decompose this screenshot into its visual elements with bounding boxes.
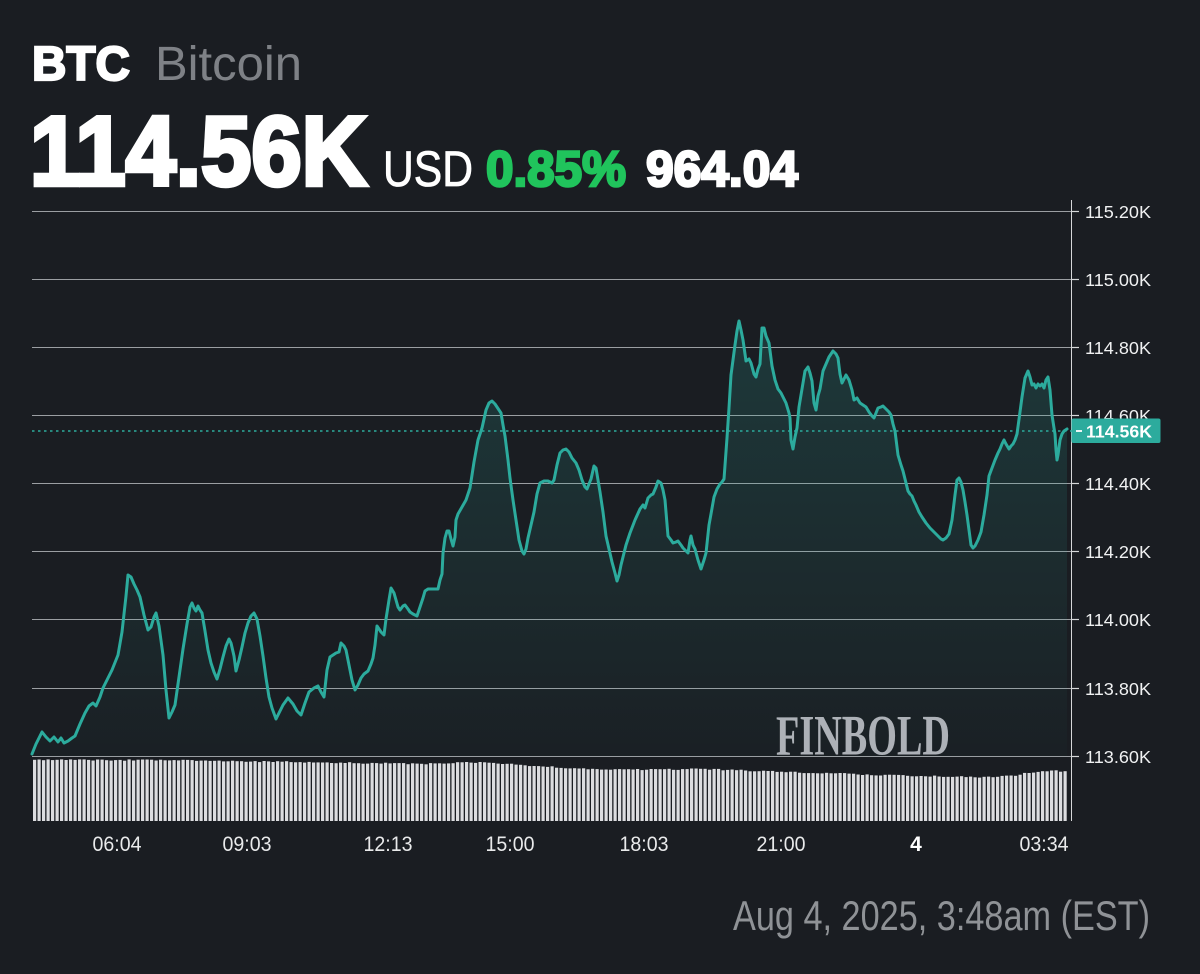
svg-text:06:04: 06:04 [93,833,142,856]
svg-text:18:03: 18:03 [620,833,669,856]
svg-text:113.60K: 113.60K [1085,747,1151,767]
svg-text:114.56K: 114.56K [30,96,367,206]
svg-text:964.04: 964.04 [646,141,798,197]
svg-text:4: 4 [910,833,922,856]
svg-text:115.20K: 115.20K [1085,202,1151,222]
svg-text:Aug 4, 2025, 3:48am (EST): Aug 4, 2025, 3:48am (EST) [733,892,1150,939]
svg-text:09:03: 09:03 [223,833,272,856]
svg-text:0.85%: 0.85% [486,141,626,197]
svg-text:03:34: 03:34 [1020,833,1069,856]
svg-text:115.00K: 115.00K [1085,270,1151,290]
svg-text:114.20K: 114.20K [1085,542,1151,562]
svg-text:114.00K: 114.00K [1085,610,1151,630]
svg-text:Bitcoin: Bitcoin [155,38,302,91]
svg-text:114.80K: 114.80K [1085,338,1151,358]
svg-text:21:00: 21:00 [757,833,806,856]
svg-text:FINBOLD: FINBOLD [776,705,950,768]
svg-text:113.80K: 113.80K [1085,679,1151,699]
svg-text:USD: USD [383,141,473,197]
svg-text:12:13: 12:13 [364,833,413,856]
svg-text:114.40K: 114.40K [1085,474,1151,494]
svg-text:114.56K: 114.56K [1086,422,1152,442]
svg-text:BTC: BTC [32,38,130,91]
svg-text:15:00: 15:00 [486,833,535,856]
